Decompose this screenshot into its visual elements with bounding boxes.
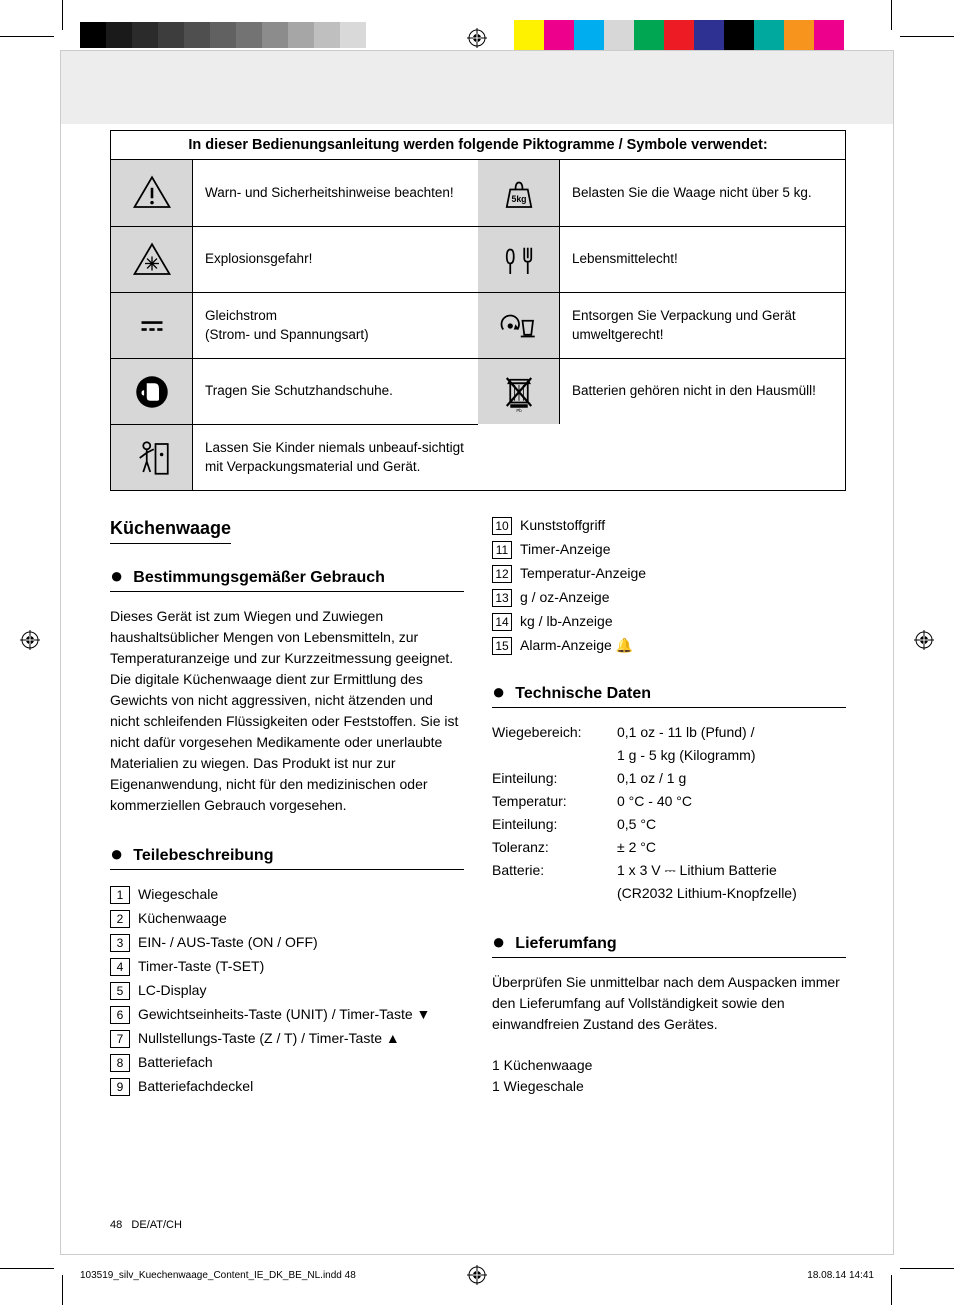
tech-row: 1 g - 5 kg (Kilogramm) [492, 745, 846, 766]
svg-text:Pb: Pb [516, 408, 522, 413]
parts-list-left: 1Wiegeschale 2Küchenwaage 3EIN- / AUS-Tast… [110, 884, 464, 1097]
picto-text: Gleichstrom(Strom- und Spannungsart) [193, 292, 478, 358]
registration-mark-top [467, 28, 487, 48]
dc-icon [111, 292, 193, 358]
tech-row: Toleranz:± 2 °C [492, 837, 846, 858]
gloves-icon [111, 358, 193, 424]
delivery-body: Überprüfen Sie unmittelbar nach dem Ausp… [492, 972, 846, 1035]
pictogram-table-header: In dieser Bedienungsanleitung werden fol… [111, 131, 845, 160]
explosion-icon [111, 226, 193, 292]
part-item: 8Batteriefach [110, 1052, 464, 1073]
weight5kg-icon: 5kg [478, 160, 560, 226]
parts-list-right: 10Kunststoffgriff 11Timer-Anzeige 12Temper… [492, 515, 846, 656]
child-icon [111, 424, 193, 490]
picto-text: Explosionsgefahr! [193, 226, 478, 292]
registration-mark-left [20, 630, 40, 650]
page-footer: 48 DE/AT/CH [110, 1219, 182, 1231]
section-intended-use: ●Bestimmungsgemäßer Gebrauch [110, 566, 464, 592]
part-item: 6Gewichtseinheits-Taste (UNIT) / Timer-T… [110, 1004, 464, 1025]
warning-icon [111, 160, 193, 226]
picto-text: Belasten Sie die Waage nicht über 5 kg. [560, 160, 845, 226]
right-column: 10Kunststoffgriff 11Timer-Anzeige 12Temper… [492, 515, 846, 1100]
section-delivery: ●Lieferumfang [492, 932, 846, 958]
left-column: Küchenwaage ●Bestimmungsgemäßer Gebrauch… [110, 515, 464, 1100]
recycle-icon [478, 292, 560, 358]
weee-icon: Pb [478, 358, 560, 424]
color-calibration-bar [514, 20, 874, 50]
part-item: 1Wiegeschale [110, 884, 464, 905]
part-item: 14kg / lb-Anzeige [492, 611, 846, 632]
picto-text: Lebensmittelecht! [560, 226, 845, 292]
part-item: 15Alarm-Anzeige 🔔 [492, 635, 846, 656]
delivery-item-1: 1 Küchenwaage [492, 1055, 846, 1076]
section-tech-data: ●Technische Daten [492, 682, 846, 708]
intended-use-body: Dieses Gerät ist zum Wiegen und Zuwiegen… [110, 606, 464, 816]
picto-text: Batterien gehören nicht in den Hausmüll! [560, 358, 845, 424]
svg-text:5kg: 5kg [511, 194, 526, 204]
picto-text: Entsorgen Sie Verpackung und Gerät umwel… [560, 292, 845, 358]
tech-row: Batterie:1 x 3 V ⎓ Lithium Batterie [492, 860, 846, 881]
part-item: 7Nullstellungs-Taste (Z / T) / Timer-Tas… [110, 1028, 464, 1049]
print-slug: 103519_silv_Kuechenwaage_Content_IE_DK_B… [80, 1270, 874, 1281]
tech-row: Temperatur:0 °C - 40 °C [492, 791, 846, 812]
tech-row: Einteilung:0,1 oz / 1 g [492, 768, 846, 789]
section-parts: ●Teilebeschreibung [110, 844, 464, 870]
part-item: 12Temperatur-Anzeige [492, 563, 846, 584]
picto-text: Lassen Sie Kinder niemals unbeauf-sichti… [193, 424, 478, 490]
part-item: 13g / oz-Anzeige [492, 587, 846, 608]
part-item: 2Küchenwaage [110, 908, 464, 929]
pictogram-table: In dieser Bedienungsanleitung werden fol… [110, 130, 846, 491]
foodsafe-icon [478, 226, 560, 292]
tech-row: Wiegebereich:0,1 oz - 11 lb (Pfund) / [492, 722, 846, 743]
delivery-item-2: 1 Wiegeschale [492, 1076, 846, 1097]
page-content: In dieser Bedienungsanleitung werden fol… [110, 130, 846, 1100]
registration-mark-right [914, 630, 934, 650]
picto-text: Tragen Sie Schutzhandschuhe. [193, 358, 478, 424]
part-item: 11Timer-Anzeige [492, 539, 846, 560]
main-title: Küchenwaage [110, 515, 231, 544]
part-item: 4Timer-Taste (T-SET) [110, 956, 464, 977]
tech-row: Einteilung:0,5 °C [492, 814, 846, 835]
part-item: 5LC-Display [110, 980, 464, 1001]
part-item: 3EIN- / AUS-Taste (ON / OFF) [110, 932, 464, 953]
part-item: 10Kunststoffgriff [492, 515, 846, 536]
gray-calibration-bar [80, 22, 392, 48]
tech-data: Wiegebereich:0,1 oz - 11 lb (Pfund) /1 g… [492, 722, 846, 904]
picto-text: Warn- und Sicherheitshinweise beachten! [193, 160, 478, 226]
part-item: 9Batteriefachdeckel [110, 1076, 464, 1097]
tech-row: (CR2032 Lithium-Knopfzelle) [492, 883, 846, 904]
